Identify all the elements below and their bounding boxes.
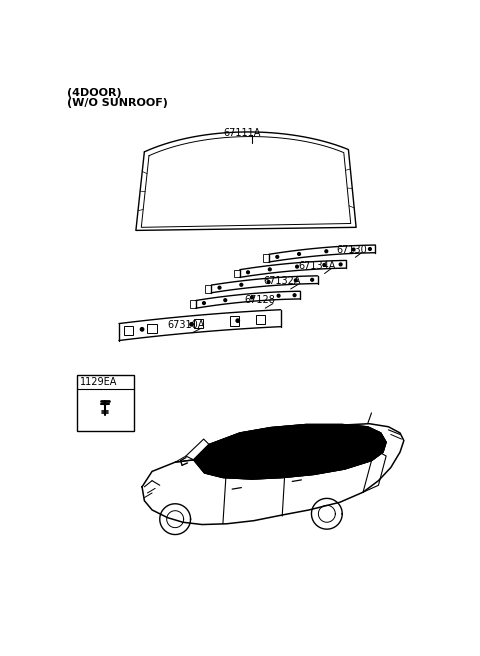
- Circle shape: [352, 248, 355, 251]
- Circle shape: [268, 268, 271, 271]
- Bar: [147, 323, 156, 333]
- Circle shape: [247, 271, 250, 274]
- Text: 67310A: 67310A: [168, 320, 205, 330]
- Bar: [193, 319, 203, 329]
- Circle shape: [325, 250, 328, 253]
- Circle shape: [276, 255, 279, 258]
- Circle shape: [236, 319, 240, 322]
- Circle shape: [277, 295, 280, 297]
- Bar: [190, 300, 196, 308]
- Text: 67111A: 67111A: [223, 128, 260, 138]
- Text: 67132A: 67132A: [263, 276, 300, 286]
- Circle shape: [203, 302, 205, 304]
- Bar: [77, 375, 134, 430]
- Circle shape: [251, 296, 253, 299]
- Circle shape: [298, 253, 300, 255]
- Bar: [234, 270, 240, 277]
- Circle shape: [293, 294, 296, 297]
- Circle shape: [294, 279, 297, 281]
- Polygon shape: [193, 424, 386, 479]
- Circle shape: [218, 286, 221, 289]
- Text: 67134A: 67134A: [299, 261, 336, 271]
- Bar: [205, 285, 211, 293]
- Bar: [263, 255, 269, 262]
- Circle shape: [296, 265, 299, 268]
- Circle shape: [267, 281, 270, 283]
- Circle shape: [140, 327, 144, 331]
- Circle shape: [323, 264, 326, 266]
- Circle shape: [311, 278, 313, 281]
- Text: 67130: 67130: [337, 245, 368, 255]
- Bar: [124, 326, 133, 335]
- Text: 67128: 67128: [244, 295, 276, 306]
- Circle shape: [190, 323, 193, 326]
- Text: (4DOOR): (4DOOR): [67, 88, 122, 98]
- Text: (W/O SUNROOF): (W/O SUNROOF): [67, 98, 168, 108]
- Text: 1129EA: 1129EA: [80, 377, 117, 387]
- Circle shape: [369, 247, 372, 251]
- Bar: [230, 316, 239, 325]
- Circle shape: [224, 298, 227, 302]
- Circle shape: [339, 263, 342, 266]
- Bar: [256, 315, 265, 324]
- Circle shape: [240, 283, 243, 286]
